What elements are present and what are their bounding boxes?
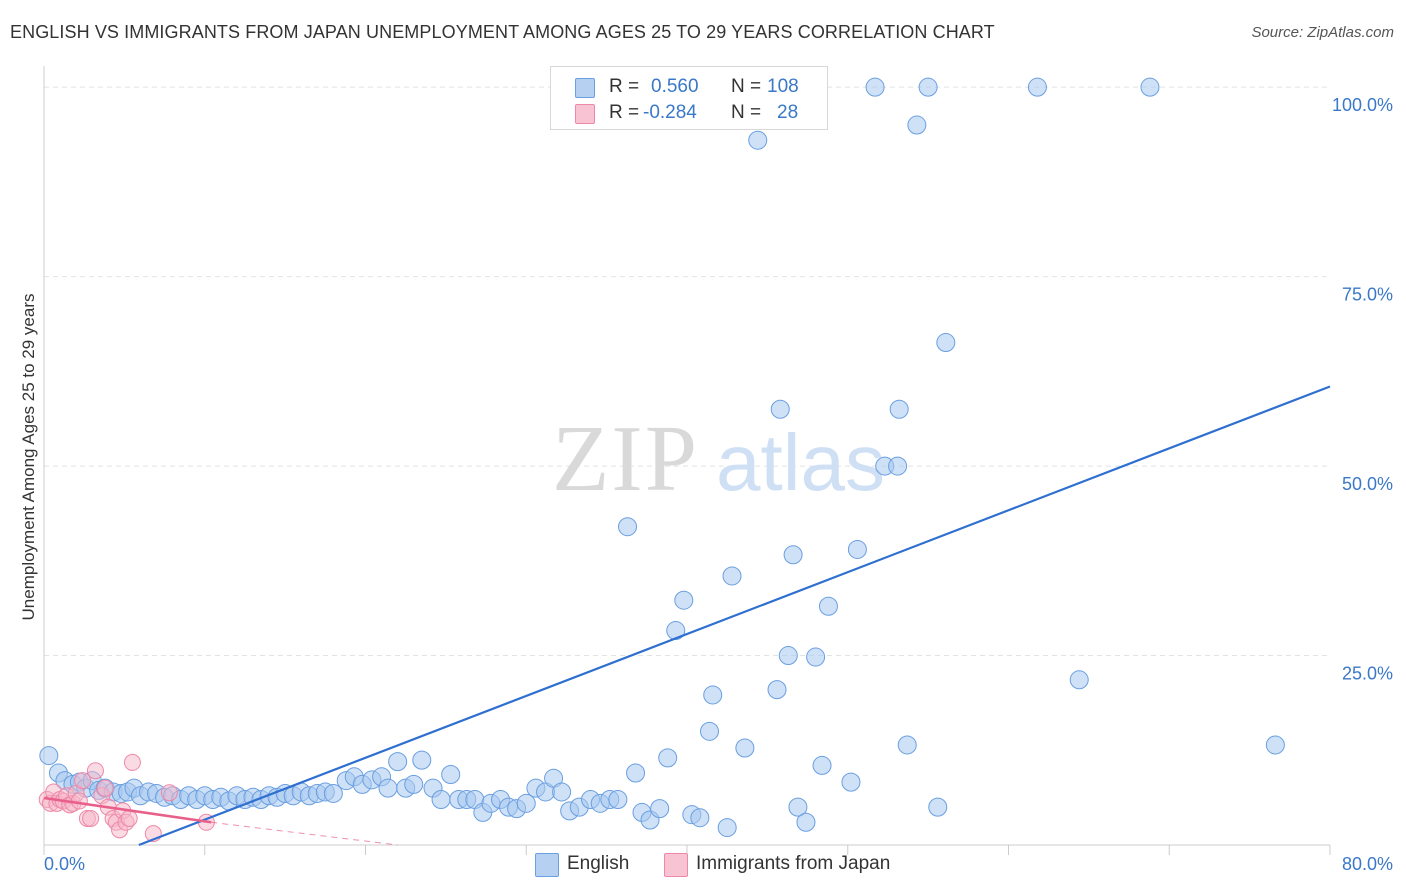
- legend-row-english: R = 0.560 N = 108: [551, 74, 827, 100]
- english-point: [431, 790, 451, 810]
- y-tick-label: 50.0%: [1342, 474, 1393, 494]
- legend-r-english: 0.560: [651, 76, 699, 97]
- english-point: [788, 797, 808, 817]
- legend-r-label: R =: [609, 102, 640, 123]
- english-point: [378, 778, 398, 798]
- english-point: [888, 456, 908, 476]
- english-point: [812, 755, 832, 775]
- english-point: [674, 590, 694, 610]
- bottom-legend-swatch-english: [535, 853, 559, 877]
- japan-point: [96, 779, 114, 797]
- english-point: [748, 130, 768, 150]
- english-point: [39, 746, 59, 766]
- english-point: [516, 793, 536, 813]
- english-point: [626, 763, 646, 783]
- y-tick-label: 75.0%: [1342, 285, 1393, 305]
- english-point: [1027, 77, 1047, 97]
- watermark-zip: ZIP: [552, 407, 699, 511]
- english-point: [783, 545, 803, 565]
- japan-point: [160, 784, 178, 802]
- watermark: ZIP atlas: [552, 407, 885, 511]
- x-tick-label: 0.0%: [44, 854, 85, 874]
- english-point: [717, 818, 737, 838]
- english-point: [618, 517, 638, 537]
- legend-n-english: 108: [767, 76, 799, 97]
- gridlines: [44, 86, 1330, 657]
- bottom-legend-label-english: English: [567, 853, 630, 874]
- english-point: [666, 621, 686, 641]
- japan-point: [70, 792, 88, 810]
- legend-n-label: N =: [731, 102, 762, 123]
- english-point: [770, 399, 790, 419]
- y-tick-label: 100.0%: [1332, 95, 1393, 115]
- english-point: [700, 721, 720, 741]
- english-point: [404, 774, 424, 794]
- japan-point: [123, 753, 141, 771]
- legend-n-japan: 28: [777, 102, 799, 123]
- english-point: [1069, 670, 1089, 690]
- legend-swatch-english: [575, 78, 595, 98]
- english-trend-line: [138, 385, 1331, 847]
- english-point: [1140, 77, 1160, 97]
- english-point: [897, 735, 917, 755]
- x-tick-label: 80.0%: [1342, 854, 1393, 874]
- axes: [43, 66, 1331, 855]
- english-point: [323, 783, 343, 803]
- tick-labels: 25.0% 50.0% 75.0% 100.0% 0.0% 80.0%: [44, 95, 1393, 874]
- y-axis-label: Unemployment Among Ages 25 to 29 years: [19, 294, 38, 621]
- english-point: [735, 738, 755, 758]
- bottom-legend-swatch-japan: [664, 853, 688, 877]
- japan-point: [82, 809, 100, 827]
- stats-legend: R = 0.560 N = 108 R = -0.284 N = 28: [550, 66, 828, 130]
- english-point: [441, 765, 461, 785]
- legend-swatch-japan: [575, 104, 595, 124]
- english-point: [841, 772, 861, 792]
- legend-r-japan: -0.284: [643, 102, 697, 123]
- english-point: [806, 647, 826, 667]
- english-point: [722, 566, 742, 586]
- english-point: [703, 685, 723, 705]
- y-tick-label: 25.0%: [1342, 664, 1393, 684]
- legend-row-japan: R = -0.284 N = 28: [551, 100, 827, 126]
- japan-point: [74, 772, 92, 790]
- chart-title: ENGLISH VS IMMIGRANTS FROM JAPAN UNEMPLO…: [10, 22, 995, 42]
- english-point: [907, 115, 927, 135]
- english-points: [39, 77, 1285, 838]
- japan-trend-extension: [211, 821, 398, 846]
- bottom-legend-label-japan: Immigrants from Japan: [696, 853, 891, 874]
- english-point: [767, 680, 787, 700]
- english-point: [918, 77, 938, 97]
- japan-points: [38, 753, 215, 843]
- english-point: [650, 799, 670, 819]
- watermark-atlas: atlas: [716, 418, 885, 507]
- legend-r-label: R =: [609, 76, 640, 97]
- english-point: [889, 399, 909, 419]
- english-point: [936, 333, 956, 353]
- english-point: [778, 646, 798, 666]
- english-point: [412, 750, 432, 770]
- english-point: [865, 77, 885, 97]
- english-point: [690, 808, 710, 828]
- japan-point: [86, 762, 104, 780]
- source-label: Source: ZipAtlas.com: [1251, 24, 1394, 41]
- english-point: [796, 812, 816, 832]
- english-point: [847, 539, 867, 559]
- english-point: [818, 596, 838, 616]
- english-point: [608, 790, 628, 810]
- japan-point: [120, 809, 138, 827]
- english-point: [388, 752, 408, 772]
- trend-lines: [43, 385, 1331, 847]
- english-point: [552, 782, 572, 802]
- english-point: [658, 748, 678, 768]
- english-point: [1265, 735, 1285, 755]
- legend-n-label: N =: [731, 76, 762, 97]
- japan-trend-line: [43, 796, 212, 824]
- english-point: [928, 797, 948, 817]
